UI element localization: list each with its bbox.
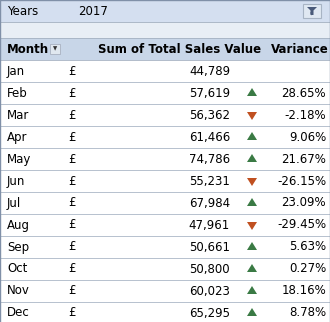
Bar (0, 170, 330, 192)
Text: -26.15%: -26.15% (277, 175, 326, 187)
Bar (0, 214, 330, 236)
Text: Jul: Jul (7, 196, 21, 210)
Polygon shape (247, 222, 257, 230)
Text: £: £ (68, 285, 76, 298)
Bar (0, 192, 330, 214)
Text: Years: Years (7, 5, 38, 17)
Text: 50,661: 50,661 (189, 241, 230, 253)
Text: 55,231: 55,231 (189, 175, 230, 187)
Bar (0, 126, 330, 148)
Text: £: £ (68, 196, 76, 210)
Text: Dec: Dec (7, 307, 30, 319)
Bar (0, 38, 330, 60)
Text: 5.63%: 5.63% (289, 241, 326, 253)
Text: 9.06%: 9.06% (289, 130, 326, 144)
Polygon shape (247, 308, 257, 316)
Bar (0, 82, 330, 104)
Text: £: £ (68, 130, 76, 144)
Text: 44,789: 44,789 (189, 64, 230, 78)
Text: -29.45%: -29.45% (277, 219, 326, 232)
Polygon shape (247, 286, 257, 294)
Polygon shape (247, 132, 257, 140)
Bar (0, 148, 330, 170)
Text: £: £ (68, 307, 76, 319)
Bar (0, 104, 330, 126)
Bar (50, 44, 60, 54)
Text: 21.67%: 21.67% (281, 153, 326, 166)
Text: £: £ (68, 262, 76, 276)
Text: 60,023: 60,023 (189, 285, 230, 298)
Bar (0, 170, 330, 192)
Polygon shape (247, 154, 257, 162)
Text: Month: Month (7, 43, 49, 55)
Polygon shape (247, 88, 257, 96)
Text: 56,362: 56,362 (189, 109, 230, 121)
Text: 57,619: 57,619 (189, 87, 230, 99)
Text: Feb: Feb (7, 87, 28, 99)
Polygon shape (247, 112, 257, 120)
Text: Sum of Total Sales Value: Sum of Total Sales Value (98, 43, 262, 55)
Text: £: £ (68, 109, 76, 121)
Text: -2.18%: -2.18% (284, 109, 326, 121)
Text: £: £ (68, 219, 76, 232)
Text: £: £ (68, 175, 76, 187)
Text: 2017: 2017 (78, 5, 108, 17)
Bar (0, 192, 330, 214)
Text: ▼: ▼ (53, 46, 57, 52)
Text: Sep: Sep (7, 241, 29, 253)
Bar (0, 280, 330, 302)
Text: £: £ (68, 153, 76, 166)
Bar (0, 22, 330, 38)
Bar (0, 302, 330, 322)
Text: Jun: Jun (7, 175, 25, 187)
Text: ▼: ▼ (311, 12, 314, 16)
Bar (0, 0, 330, 22)
Polygon shape (247, 178, 257, 186)
Text: Oct: Oct (7, 262, 27, 276)
Polygon shape (247, 264, 257, 272)
Text: £: £ (68, 87, 76, 99)
Bar (0, 0, 330, 22)
Text: Variance: Variance (271, 43, 329, 55)
Text: 18.16%: 18.16% (281, 285, 326, 298)
Text: Nov: Nov (7, 285, 30, 298)
Bar (303, 4, 321, 18)
Bar (0, 82, 330, 104)
Text: Mar: Mar (7, 109, 29, 121)
Bar (0, 214, 330, 236)
Bar (0, 236, 330, 258)
Text: £: £ (68, 64, 76, 78)
Bar (0, 60, 330, 82)
Bar (0, 258, 330, 280)
Polygon shape (247, 242, 257, 250)
Text: 28.65%: 28.65% (281, 87, 326, 99)
Bar (0, 126, 330, 148)
Text: 50,800: 50,800 (189, 262, 230, 276)
Bar (0, 22, 330, 38)
Bar (0, 302, 330, 322)
Text: 23.09%: 23.09% (281, 196, 326, 210)
Bar (0, 258, 330, 280)
Text: 67,984: 67,984 (189, 196, 230, 210)
Bar (0, 60, 330, 82)
Text: Jan: Jan (7, 64, 25, 78)
Text: £: £ (68, 241, 76, 253)
Bar (0, 280, 330, 302)
Polygon shape (307, 7, 317, 15)
Bar (0, 236, 330, 258)
Polygon shape (247, 198, 257, 206)
Text: Apr: Apr (7, 130, 27, 144)
Text: 65,295: 65,295 (189, 307, 230, 319)
Text: 61,466: 61,466 (189, 130, 230, 144)
Text: 47,961: 47,961 (189, 219, 230, 232)
Bar (0, 148, 330, 170)
Text: 0.27%: 0.27% (289, 262, 326, 276)
Text: Aug: Aug (7, 219, 30, 232)
Bar (0, 38, 330, 60)
Text: 74,786: 74,786 (189, 153, 230, 166)
Text: May: May (7, 153, 31, 166)
Bar (0, 104, 330, 126)
Text: 8.78%: 8.78% (289, 307, 326, 319)
